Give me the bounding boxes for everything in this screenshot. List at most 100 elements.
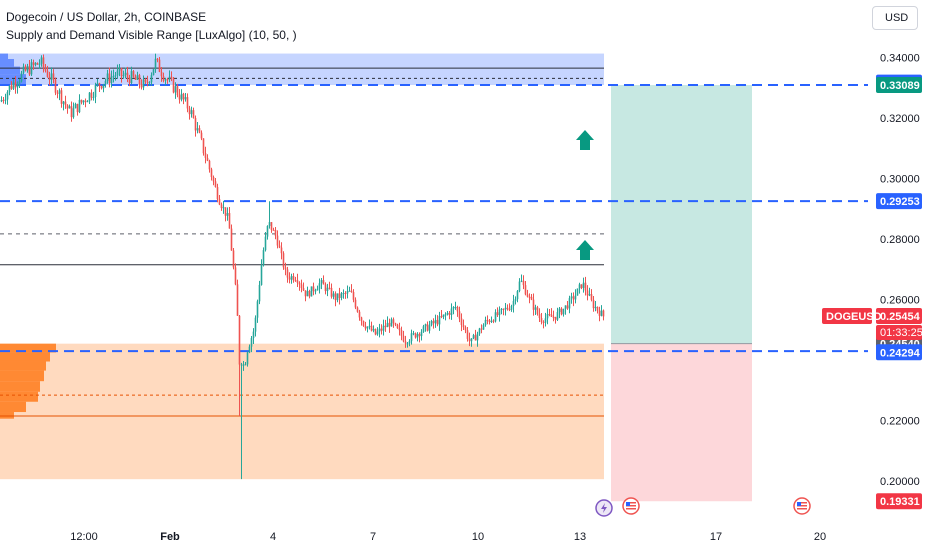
candle-body — [290, 276, 293, 280]
candle-body — [520, 280, 523, 282]
candle-body — [64, 101, 67, 105]
candle-body — [218, 199, 221, 205]
price-axis: 0.34000 0.32000 0.30000 0.28000 0.26000 0.220… — [822, 53, 923, 510]
candle-body — [302, 288, 305, 291]
candle-body — [88, 92, 91, 102]
candle-body — [246, 352, 249, 365]
candle-body — [400, 330, 403, 336]
target-price-badge: 0.33089 — [876, 77, 922, 94]
candle-body — [406, 343, 409, 345]
candle-body — [208, 160, 211, 170]
candle-body — [70, 106, 73, 118]
chart-title: Dogecoin / US Dollar, 2h, COINBASE — [6, 10, 207, 24]
candle-body — [348, 290, 351, 292]
candle-body — [194, 118, 197, 131]
stop-price-badge: 0.19331 — [876, 493, 922, 510]
candle-body — [58, 90, 61, 94]
time-tick-label: 17 — [710, 531, 722, 543]
candle-body — [94, 85, 97, 97]
current-price-badge-text: 0.25454 — [880, 311, 921, 323]
candle-body — [386, 322, 389, 328]
candle-body — [570, 296, 573, 299]
candle-body — [458, 311, 461, 319]
candle-body — [22, 66, 25, 73]
currency-button[interactable]: USD — [872, 6, 918, 30]
candle-body — [40, 57, 43, 64]
candle-body — [100, 86, 103, 89]
candle-body — [352, 292, 355, 300]
candle-body — [96, 83, 99, 86]
price-tick-label: 0.34000 — [880, 53, 920, 65]
candle-body — [0, 99, 3, 102]
candle-body — [36, 62, 39, 65]
time-tick-label: 13 — [574, 531, 586, 543]
flag-stripe — [797, 502, 807, 504]
candle-body — [438, 316, 441, 325]
candle-body — [328, 287, 331, 289]
candle-body — [156, 58, 159, 60]
candle-body — [472, 335, 475, 339]
candle-body — [78, 99, 81, 113]
candle-body — [144, 79, 147, 82]
candle-body — [576, 288, 579, 296]
candle-body — [50, 73, 53, 80]
candle-body — [582, 282, 585, 288]
candle-body — [192, 110, 195, 119]
dividend-event-icon — [595, 499, 613, 517]
mid-level-price-badge-text: 0.29253 — [880, 196, 920, 208]
flag-stripe — [797, 505, 807, 507]
candle-body — [508, 309, 511, 311]
candle-body — [380, 328, 383, 331]
candle-body — [48, 76, 51, 80]
candle-body — [206, 157, 209, 161]
candle-body — [272, 229, 275, 231]
us-economic-event-icon — [793, 497, 811, 515]
candle-body — [312, 286, 315, 292]
candle-body — [510, 306, 513, 310]
candle-body — [6, 91, 9, 100]
candle-body — [396, 324, 399, 329]
supply-profile-bar — [0, 59, 14, 67]
candle-body — [32, 62, 35, 65]
candle-body — [244, 364, 247, 366]
candle-body — [46, 70, 49, 77]
candle-body — [124, 72, 127, 76]
low-level-price-badge: 0.24294 — [876, 344, 922, 361]
candle-body — [462, 324, 465, 328]
candle-body — [252, 331, 255, 339]
demand-profile-bar — [0, 381, 40, 392]
candle-body — [18, 81, 21, 85]
candle-body — [496, 312, 499, 316]
candle-body — [264, 236, 267, 251]
candle-body — [440, 316, 443, 318]
candle-body — [320, 280, 323, 284]
candle-body — [104, 81, 107, 85]
mid-level-price-badge-bg — [876, 193, 922, 210]
candle-body — [516, 291, 519, 300]
candle-body — [572, 296, 575, 300]
candle-body — [466, 330, 469, 339]
candle-body — [278, 245, 281, 248]
demand-profile-bar — [0, 343, 56, 353]
candle-body — [254, 317, 257, 332]
time-tick-label: 7 — [370, 531, 376, 543]
candle-body — [306, 290, 309, 297]
candle-body — [72, 108, 75, 118]
candle-body — [294, 280, 297, 282]
candle-body — [262, 250, 265, 266]
candle-body — [456, 307, 459, 312]
candle-body — [28, 66, 31, 75]
candle-body — [142, 79, 145, 88]
indicator-label[interactable]: Supply and Demand Visible Range [LuxAlgo… — [6, 28, 297, 42]
candle-body — [210, 169, 213, 177]
candle-body — [360, 317, 363, 322]
candle-body — [66, 104, 69, 109]
candle-body — [238, 315, 241, 365]
target-price-badge-text: 0.33089 — [880, 80, 920, 92]
candle-body — [556, 312, 559, 320]
candle-body — [154, 58, 157, 70]
candle-body — [114, 75, 117, 77]
candle-body — [512, 300, 515, 307]
candle-body — [434, 319, 437, 324]
